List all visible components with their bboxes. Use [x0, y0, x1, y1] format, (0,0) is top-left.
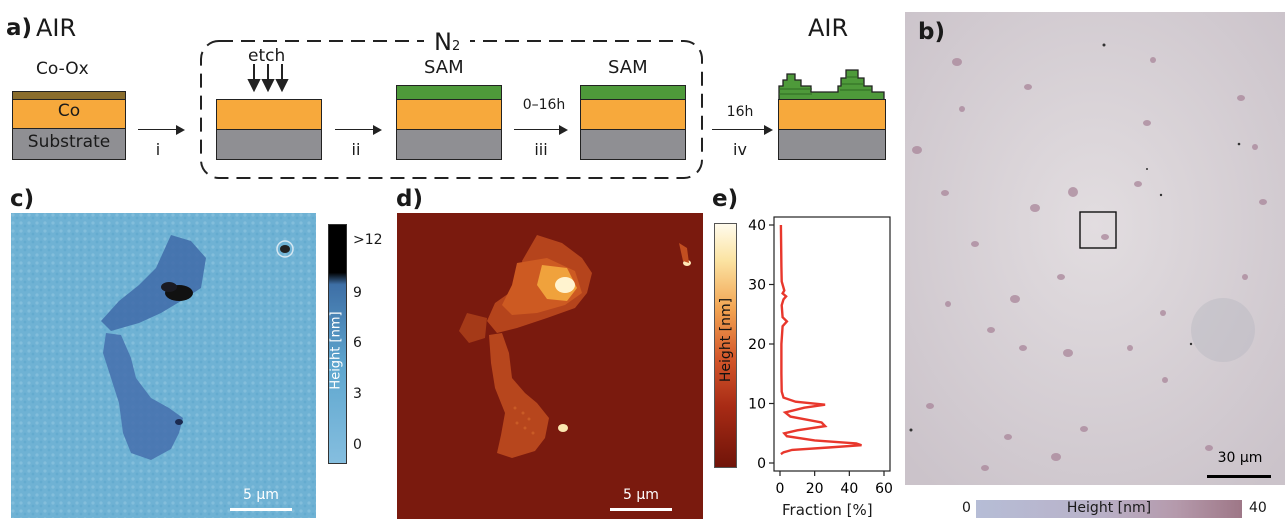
sam-label-1: SAM	[424, 57, 464, 78]
histogram-frame	[773, 216, 891, 472]
y-tick-label: 0	[757, 456, 766, 472]
cobalt-oxide-label: Co-Ox	[36, 59, 89, 79]
afm-height-map-red	[397, 213, 703, 519]
y-tick-label: 30	[748, 278, 766, 294]
air-label-right: AIR	[808, 14, 849, 42]
panel-b-colorbar: Height [nm]	[976, 500, 1242, 518]
x-tick-label: 20	[806, 481, 824, 497]
sam-substrate-layer-2	[580, 129, 686, 160]
afm-red-features	[459, 235, 691, 458]
height-histogram: 0 10 20 30 40 0 20 40 60	[748, 216, 893, 497]
panel-b-scalebar	[1207, 475, 1271, 478]
step-iii-time: 0–16h	[522, 97, 566, 113]
panel-e-label: e)	[712, 186, 739, 212]
etched-cobalt-layer	[216, 99, 322, 130]
panel-d-scale-label: 5 µm	[623, 487, 659, 503]
arrow-i-head	[176, 125, 185, 135]
n2-text: N	[434, 28, 452, 56]
final-cobalt-layer	[778, 99, 886, 130]
panel-b-scale-label: 30 µm	[1217, 450, 1263, 466]
substrate-label: Substrate	[27, 132, 111, 152]
etched-substrate-layer	[216, 129, 322, 160]
step-iv-time: 16h	[726, 104, 754, 120]
y-tick-label: 40	[748, 218, 766, 234]
arrow-iv-head	[764, 125, 773, 135]
etch-label: etch	[248, 46, 286, 66]
histogram-series-line	[779, 224, 862, 456]
arrow-iii	[514, 129, 559, 131]
panel-b-label: b)	[918, 19, 945, 45]
sam-cobalt-layer-1	[396, 99, 502, 130]
arrow-i	[138, 129, 176, 131]
colorbar-tick-6: 6	[353, 335, 362, 351]
air-label-left: AIR	[36, 14, 77, 42]
sam-layer-1	[396, 85, 502, 100]
arrow-iii-head	[559, 125, 568, 135]
histogram-xlabel: Fraction [%]	[782, 501, 873, 519]
n2-label: N2	[424, 28, 471, 56]
sam-substrate-layer-1	[396, 129, 502, 160]
arrow-ii-head	[373, 125, 382, 135]
arrow-ii	[335, 129, 373, 131]
panel-e-colorbar: Height [nm]	[714, 223, 737, 468]
panel-d-scalebar	[610, 508, 672, 511]
substrate-layer: Substrate	[12, 128, 126, 160]
final-substrate-layer	[778, 129, 886, 160]
step-iii-label: iii	[534, 140, 548, 159]
step-i-label: i	[155, 140, 161, 159]
optical-micrograph	[905, 12, 1285, 485]
panel-d-label: d)	[396, 186, 423, 212]
panel-a-label: a)	[6, 15, 33, 41]
panel-b-colorbar-label: Height [nm]	[1066, 500, 1152, 516]
panel-c-scalebar	[230, 508, 292, 511]
panel-c-scale-label: 5 µm	[243, 487, 279, 503]
y-tick-label: 20	[748, 337, 766, 353]
afm-height-map-blue	[11, 213, 316, 518]
afm-blue-features	[11, 213, 316, 518]
step-iv-label: iv	[733, 140, 747, 159]
panel-b-colorbar-min: 0	[962, 500, 971, 516]
cobalt-label: Co	[57, 101, 81, 121]
panel-c-colorbar-label: Height [nm]	[328, 311, 344, 390]
arrow-iv	[712, 129, 764, 131]
panel-e-colorbar-label: Height [nm]	[718, 297, 734, 383]
colorbar-tick-9: 9	[353, 285, 362, 301]
etch-arrows	[247, 64, 289, 93]
colorbar-tick-3: 3	[353, 386, 362, 402]
cobalt-layer: Co	[12, 99, 126, 129]
colorbar-tick-0: 0	[353, 437, 362, 453]
sam-cobalt-layer-2	[580, 99, 686, 130]
step-ii-label: ii	[351, 140, 361, 159]
aggregated-sam	[778, 69, 885, 102]
colorbar-tick-12: >12	[353, 232, 383, 248]
sam-layer-2	[580, 85, 686, 100]
panel-c-colorbar: Height [nm]	[328, 224, 347, 464]
panel-c-label: c)	[10, 186, 35, 212]
panel-b-colorbar-max: 40	[1249, 500, 1267, 516]
x-tick-label: 60	[875, 481, 893, 497]
optical-texture	[905, 12, 1285, 485]
n2-subscript: 2	[451, 39, 461, 54]
x-tick-label: 40	[840, 481, 858, 497]
sam-label-2: SAM	[608, 57, 648, 78]
y-tick-label: 10	[748, 397, 766, 413]
x-tick-label: 0	[776, 481, 785, 497]
